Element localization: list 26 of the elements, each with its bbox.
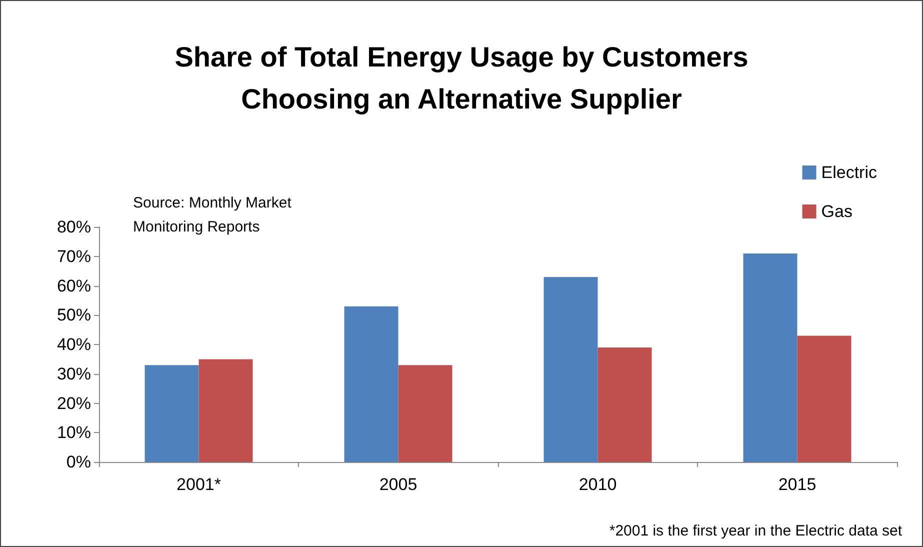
y-tick-label: 40% bbox=[56, 335, 91, 354]
y-tick-label: 80% bbox=[56, 218, 91, 236]
bar bbox=[797, 336, 852, 462]
legend-label: Gas bbox=[821, 202, 852, 221]
y-tick-label: 10% bbox=[56, 423, 91, 442]
y-tick-label: 0% bbox=[66, 452, 91, 472]
bar bbox=[144, 365, 199, 462]
x-tick-label: 2010 bbox=[578, 475, 617, 494]
text: *2001 is the first year in the Electric data set bbox=[609, 522, 903, 540]
bar bbox=[198, 359, 253, 462]
y-tick-label: 70% bbox=[56, 246, 91, 266]
chart-title: Share of Total Energy Usage by Customers Choosing an Alternative Supplier bbox=[174, 42, 748, 114]
y-tick-label: 50% bbox=[56, 306, 91, 325]
bar bbox=[598, 347, 652, 462]
bar bbox=[544, 276, 598, 462]
legend-label: Electric bbox=[821, 163, 878, 182]
bar bbox=[344, 306, 398, 462]
x-tick-label: 2015 bbox=[778, 475, 816, 494]
x-tick-label: 2005 bbox=[379, 475, 418, 494]
x-tick-label: 2001* bbox=[176, 475, 222, 494]
annotation: Source: Monthly Market Monitoring Reports bbox=[133, 194, 292, 236]
bar bbox=[398, 365, 452, 462]
y-tick-label: 30% bbox=[56, 364, 91, 384]
y-tick-label: 60% bbox=[56, 276, 91, 296]
y-tick-label: 20% bbox=[56, 394, 91, 413]
bar bbox=[743, 253, 798, 462]
